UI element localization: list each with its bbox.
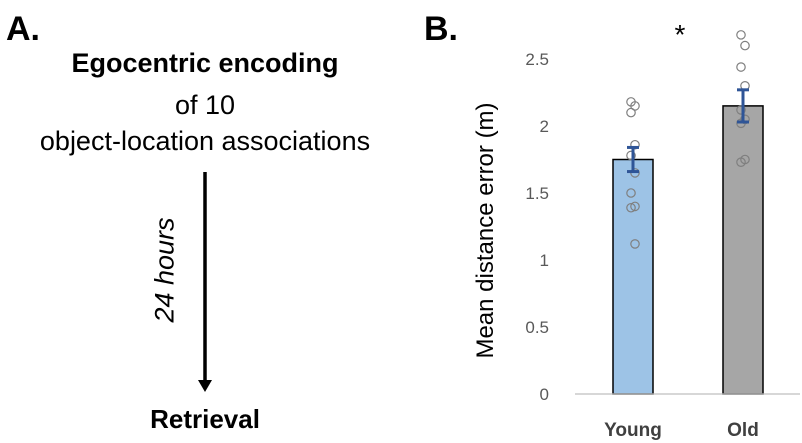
- data-point-young: [626, 150, 636, 161]
- y-tick-label: 2: [540, 117, 549, 136]
- bar-young: [612, 158, 654, 395]
- delay-arrow: [198, 172, 212, 392]
- y-tick-label: 0.5: [525, 318, 549, 337]
- data-point-young: [626, 202, 636, 213]
- x-tick-label: Old: [727, 420, 759, 441]
- data-point-young: [630, 201, 640, 212]
- panel-b-label: B.: [424, 10, 458, 48]
- data-point-old: [736, 157, 746, 167]
- data-point-young: [626, 188, 636, 198]
- bar-old: [722, 105, 764, 395]
- panel-a-label: A.: [6, 10, 40, 48]
- encoding-description: object-location associations: [39, 126, 371, 156]
- data-point-old: [736, 105, 746, 115]
- y-tick-label: 0: [540, 385, 549, 404]
- data-point-young: [626, 107, 636, 118]
- y-tick-label: 1: [540, 251, 549, 270]
- significance-marker: *: [675, 19, 686, 50]
- data-point-young: [630, 239, 640, 249]
- data-point-old: [740, 40, 750, 51]
- x-tick-label: Young: [604, 420, 662, 441]
- y-tick-label: 1.5: [525, 184, 549, 203]
- data-point-old: [736, 30, 746, 40]
- y-axis-label: Mean distance error (m): [472, 102, 499, 358]
- encoding-count: of 10: [174, 90, 236, 120]
- data-point-young: [630, 139, 640, 150]
- retrieval-label: Retrieval: [150, 404, 260, 434]
- data-point-old: [736, 62, 746, 72]
- y-tick-label: 2.5: [525, 50, 549, 69]
- encoding-title: Egocentric encoding: [71, 48, 339, 78]
